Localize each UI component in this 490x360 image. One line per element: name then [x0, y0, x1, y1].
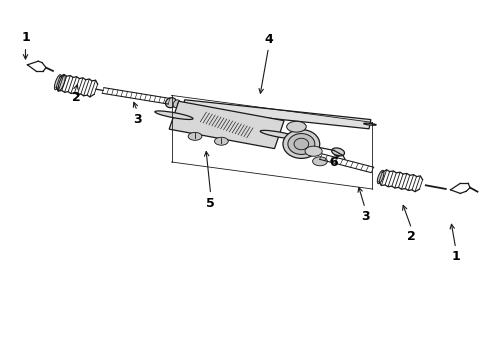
- Text: 2: 2: [72, 91, 80, 104]
- Ellipse shape: [58, 75, 65, 90]
- Ellipse shape: [166, 98, 176, 108]
- Ellipse shape: [188, 132, 202, 140]
- Ellipse shape: [260, 130, 298, 139]
- Text: 3: 3: [133, 113, 142, 126]
- Ellipse shape: [173, 100, 180, 108]
- Ellipse shape: [377, 170, 384, 184]
- Ellipse shape: [313, 157, 327, 166]
- Ellipse shape: [288, 134, 315, 154]
- Ellipse shape: [283, 130, 319, 158]
- Ellipse shape: [155, 111, 193, 120]
- Ellipse shape: [294, 138, 309, 150]
- Polygon shape: [169, 101, 284, 149]
- Text: 3: 3: [361, 210, 369, 223]
- Ellipse shape: [332, 148, 344, 156]
- Text: 1: 1: [451, 250, 460, 263]
- Ellipse shape: [54, 75, 61, 90]
- Text: 6: 6: [329, 156, 338, 169]
- Ellipse shape: [287, 121, 306, 132]
- Ellipse shape: [305, 146, 322, 156]
- Text: 5: 5: [206, 197, 215, 210]
- Ellipse shape: [215, 137, 228, 145]
- Ellipse shape: [364, 123, 376, 125]
- Polygon shape: [183, 100, 371, 129]
- Text: 1: 1: [21, 31, 30, 44]
- Ellipse shape: [177, 103, 190, 105]
- Text: 2: 2: [407, 230, 416, 243]
- Text: 4: 4: [264, 33, 273, 46]
